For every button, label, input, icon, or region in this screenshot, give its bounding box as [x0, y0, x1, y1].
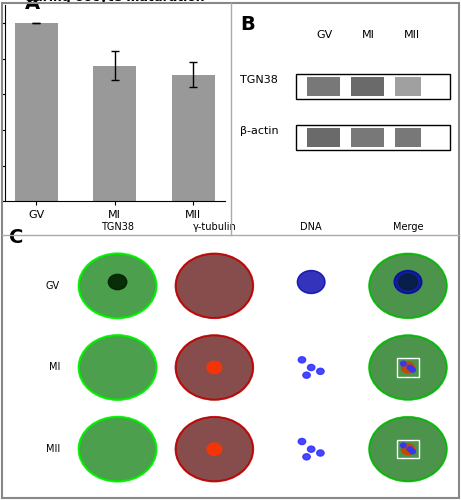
Text: β-actin: β-actin: [241, 126, 279, 136]
Circle shape: [401, 362, 406, 366]
Circle shape: [176, 336, 253, 400]
Circle shape: [317, 368, 324, 374]
Text: TGN38: TGN38: [241, 74, 278, 85]
Text: C: C: [9, 228, 24, 248]
Circle shape: [394, 270, 422, 293]
Text: GV: GV: [46, 281, 60, 291]
Bar: [93, 66, 136, 202]
Bar: [397, 440, 419, 458]
Circle shape: [297, 270, 325, 293]
Text: MII: MII: [46, 444, 60, 454]
Circle shape: [402, 444, 414, 454]
Circle shape: [402, 362, 414, 373]
Circle shape: [410, 368, 415, 372]
Circle shape: [401, 443, 406, 448]
Bar: [307, 128, 340, 148]
Circle shape: [407, 365, 413, 370]
Circle shape: [369, 336, 447, 400]
Circle shape: [176, 417, 253, 482]
Text: γ-tubulin: γ-tubulin: [193, 222, 236, 232]
Text: DNA: DNA: [301, 222, 322, 232]
Bar: [351, 76, 384, 96]
Text: GV: GV: [316, 30, 332, 40]
Circle shape: [369, 417, 447, 482]
Circle shape: [399, 274, 417, 289]
Circle shape: [410, 449, 415, 454]
Bar: [395, 128, 421, 148]
Circle shape: [108, 274, 127, 289]
Circle shape: [298, 357, 306, 363]
Circle shape: [303, 372, 310, 378]
Bar: [172, 74, 215, 202]
Circle shape: [79, 336, 156, 400]
Text: A: A: [24, 0, 40, 12]
Circle shape: [369, 254, 447, 318]
Circle shape: [303, 454, 310, 460]
Bar: [296, 125, 450, 150]
Text: B: B: [241, 15, 255, 34]
Circle shape: [407, 447, 413, 452]
Bar: [395, 76, 421, 96]
Bar: [397, 358, 419, 376]
Bar: [296, 74, 450, 99]
Circle shape: [207, 443, 222, 456]
Circle shape: [176, 254, 253, 318]
Bar: [351, 128, 384, 148]
Circle shape: [207, 362, 222, 374]
Circle shape: [79, 254, 156, 318]
Bar: [307, 76, 340, 96]
Text: Merge: Merge: [393, 222, 423, 232]
Circle shape: [79, 417, 156, 482]
Circle shape: [307, 446, 315, 452]
Bar: [15, 23, 58, 202]
Circle shape: [298, 438, 306, 444]
Circle shape: [317, 450, 324, 456]
Text: MII: MII: [404, 30, 420, 40]
Text: TGN38: TGN38: [101, 222, 134, 232]
Text: MI: MI: [362, 30, 375, 40]
Circle shape: [307, 364, 315, 370]
Title: Relative TGN38 mRNA level
during oocyte maturation: Relative TGN38 mRNA level during oocyte …: [18, 0, 211, 4]
Text: MI: MI: [48, 362, 60, 372]
